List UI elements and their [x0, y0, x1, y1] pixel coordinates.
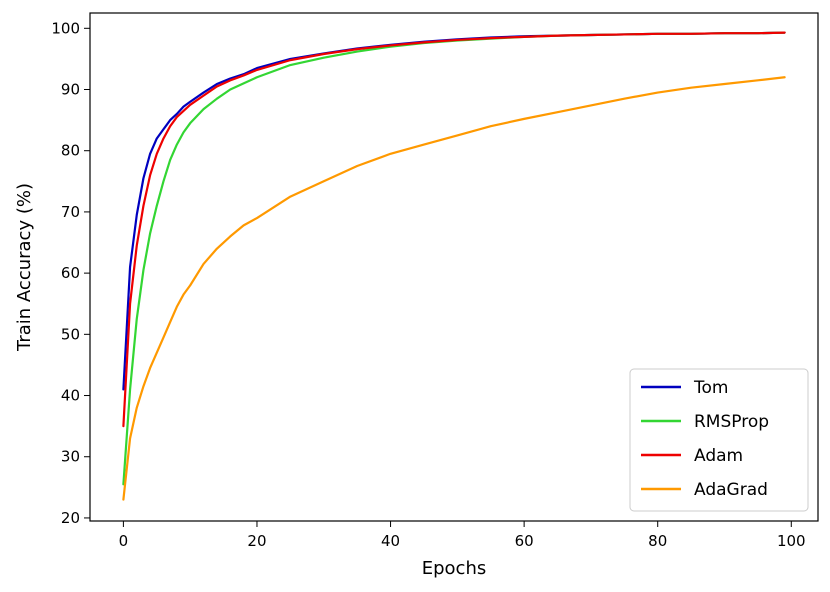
x-tick-label: 40 — [381, 532, 400, 550]
y-tick-label: 70 — [61, 203, 80, 221]
y-tick-label: 40 — [61, 387, 80, 405]
legend-label-tom: Tom — [693, 378, 728, 398]
y-tick-label: 80 — [61, 142, 80, 160]
legend: Tom RMSProp Adam AdaGrad — [629, 368, 809, 512]
x-tick-label: 100 — [777, 532, 806, 550]
y-tick-label: 90 — [61, 81, 80, 99]
y-tick-label: 50 — [61, 325, 80, 343]
legend-label-adagrad: AdaGrad — [694, 480, 768, 500]
x-tick-label: 60 — [515, 532, 534, 550]
x-tick-label: 80 — [648, 532, 667, 550]
legend-label-adam: Adam — [694, 446, 743, 466]
y-tick-label: 20 — [61, 509, 80, 527]
legend-box — [629, 368, 809, 512]
x-tick-label: 20 — [247, 532, 266, 550]
series-line-adam — [122, 31, 786, 428]
series-layer — [122, 31, 786, 501]
y-tick-label: 60 — [61, 264, 80, 282]
x-tick-label: 0 — [119, 532, 129, 550]
y-tick-label: 100 — [51, 19, 80, 37]
ticks-layer: 0 20 40 60 80 100 20 30 40 50 60 70 80 90 100 — [51, 19, 805, 550]
y-axis-label: Train Accuracy (%) — [14, 183, 35, 352]
legend-label-rmsprop: RMSProp — [694, 412, 769, 432]
series-line-adagrad — [122, 76, 786, 501]
y-tick-label: 30 — [61, 448, 80, 466]
x-axis-label: Epochs — [422, 558, 487, 579]
plot-frame — [89, 12, 819, 522]
